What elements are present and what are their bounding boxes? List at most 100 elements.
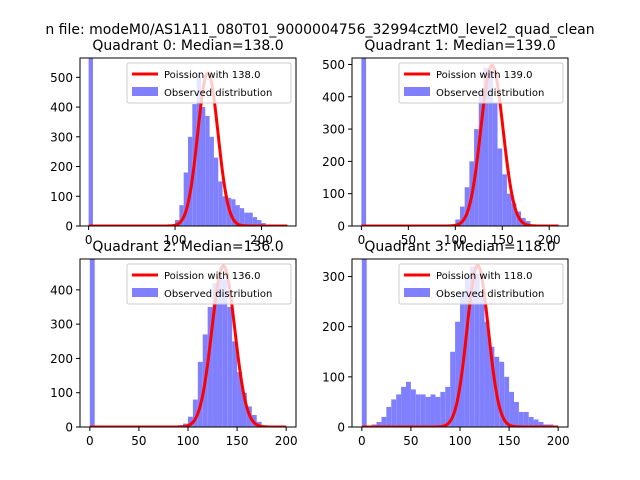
subplot-quadrant-1: 0 50 100 150 200 0 100 200 300 400 500 Quadrant 1: … — [322, 38, 569, 247]
histogram-bar — [499, 361, 505, 427]
axes-frame — [351, 57, 569, 227]
histogram-bar — [425, 396, 431, 427]
histogram-bar — [525, 221, 531, 226]
histogram-bar — [523, 411, 529, 427]
histogram-bar — [200, 107, 206, 226]
legend-label-observed: Observed distribution — [436, 88, 544, 99]
x-tick-label: 0 — [358, 233, 366, 247]
legend-bar-swatch — [404, 288, 430, 297]
x-tick-label: 200 — [538, 233, 561, 247]
y-tick-label: 400 — [50, 101, 73, 115]
histogram-bar — [506, 193, 512, 226]
histogram-bar — [218, 181, 223, 226]
histogram-bar — [450, 351, 456, 427]
histogram-bar — [257, 220, 262, 226]
subplot-quadrant-0: 0 100 200 0 100 200 300 400 500 Quadrant 0: Media… — [50, 38, 297, 247]
y-tick-label: 500 — [50, 71, 73, 85]
histogram-bar — [207, 307, 213, 427]
y-tick-label: 400 — [50, 283, 73, 297]
y-tick-label: 100 — [322, 370, 345, 384]
x-tick-label: 150 — [498, 434, 521, 448]
histogram-bar — [361, 259, 367, 427]
y-tick-label: 200 — [50, 160, 73, 174]
y-tick-label: 0 — [337, 220, 345, 234]
poisson-curve — [360, 63, 560, 226]
x-tick-label: 150 — [491, 233, 514, 247]
histogram-bar — [430, 394, 436, 427]
histogram-bar — [460, 206, 465, 226]
legend-bar-swatch — [132, 288, 158, 297]
histogram-bar — [376, 421, 382, 427]
x-tick-label: 200 — [250, 233, 273, 247]
y-tick-label: 200 — [50, 352, 73, 366]
histogram-bar — [361, 58, 367, 226]
histogram-bar — [396, 394, 402, 427]
x-tick-label: 50 — [403, 434, 418, 448]
histogram-bar — [188, 136, 193, 226]
histogram-bar — [440, 391, 446, 427]
histogram-bar — [420, 394, 426, 427]
legend-label-observed: Observed distribution — [436, 289, 544, 300]
histogram-bar — [415, 394, 421, 427]
histogram-bar — [197, 361, 203, 427]
histogram-bar — [511, 203, 517, 226]
histogram-bar — [88, 58, 93, 226]
histogram-bar — [479, 296, 485, 427]
histogram-bar — [464, 276, 470, 427]
x-tick-label: 0 — [86, 434, 94, 448]
histogram-bar — [514, 401, 519, 427]
x-tick-label: 200 — [547, 434, 570, 448]
histogram-bar — [497, 148, 503, 226]
histogram-bar — [538, 421, 544, 427]
legend: Poission with 136.0 Observed distribution — [126, 263, 292, 305]
histogram-bar — [474, 129, 479, 226]
legend-label-poisson: Poission with 138.0 — [164, 70, 260, 81]
histogram-bar — [502, 174, 507, 226]
x-tick-label: 50 — [131, 434, 146, 448]
legend-box — [398, 62, 564, 104]
histogram-bar — [492, 103, 498, 226]
x-tick-label: 150 — [226, 434, 249, 448]
subplot-title: Quadrant 1: Median=139.0 — [364, 38, 555, 54]
histogram-bar — [410, 389, 416, 427]
subplot-title: Quadrant 3: Median=118.0 — [364, 239, 555, 255]
histogram-bar — [252, 217, 258, 226]
x-tick-label: 0 — [85, 233, 93, 247]
axes-frame — [79, 57, 297, 227]
histogram-bar — [474, 274, 480, 427]
y-tick-label: 0 — [65, 220, 73, 234]
legend: Poission with 139.0 Observed distribution — [398, 62, 564, 104]
histogram-bar — [213, 157, 219, 226]
subplot-title: Quadrant 2: Median=136.0 — [92, 239, 283, 255]
x-tick-label: 100 — [444, 233, 467, 247]
histogram-bar — [232, 341, 238, 427]
histogram-bar — [235, 205, 240, 226]
x-tick-label: 100 — [177, 434, 200, 448]
histogram-bar — [518, 411, 524, 427]
x-tick-label: 100 — [164, 233, 187, 247]
histogram-bar — [435, 396, 441, 427]
y-tick-label: 100 — [50, 190, 73, 204]
legend: Poission with 118.0 Observed distribution — [398, 263, 564, 305]
histogram-bar — [231, 199, 236, 226]
histogram-bar — [244, 212, 249, 226]
histogram-bar — [227, 307, 233, 427]
legend-box — [126, 263, 292, 305]
y-tick-label: 300 — [50, 318, 73, 332]
histogram-bar — [455, 219, 460, 226]
y-tick-label: 100 — [50, 386, 73, 400]
histogram-bar — [188, 416, 193, 427]
histogram-bar — [464, 187, 470, 226]
histogram-bar — [222, 196, 227, 226]
x-tick-label: 50 — [401, 233, 416, 247]
poisson-curve — [88, 264, 288, 427]
histogram-bar — [488, 70, 493, 226]
histogram-bar — [248, 212, 253, 226]
legend-box — [398, 263, 564, 305]
legend-label-poisson: Poission with 118.0 — [436, 271, 532, 282]
subplot-quadrant-3: 0 50 100 150 200 0 100 200 300 Quadrant 3: Median… — [322, 239, 570, 448]
histogram-bar — [205, 115, 210, 226]
histogram-bar — [484, 321, 490, 427]
